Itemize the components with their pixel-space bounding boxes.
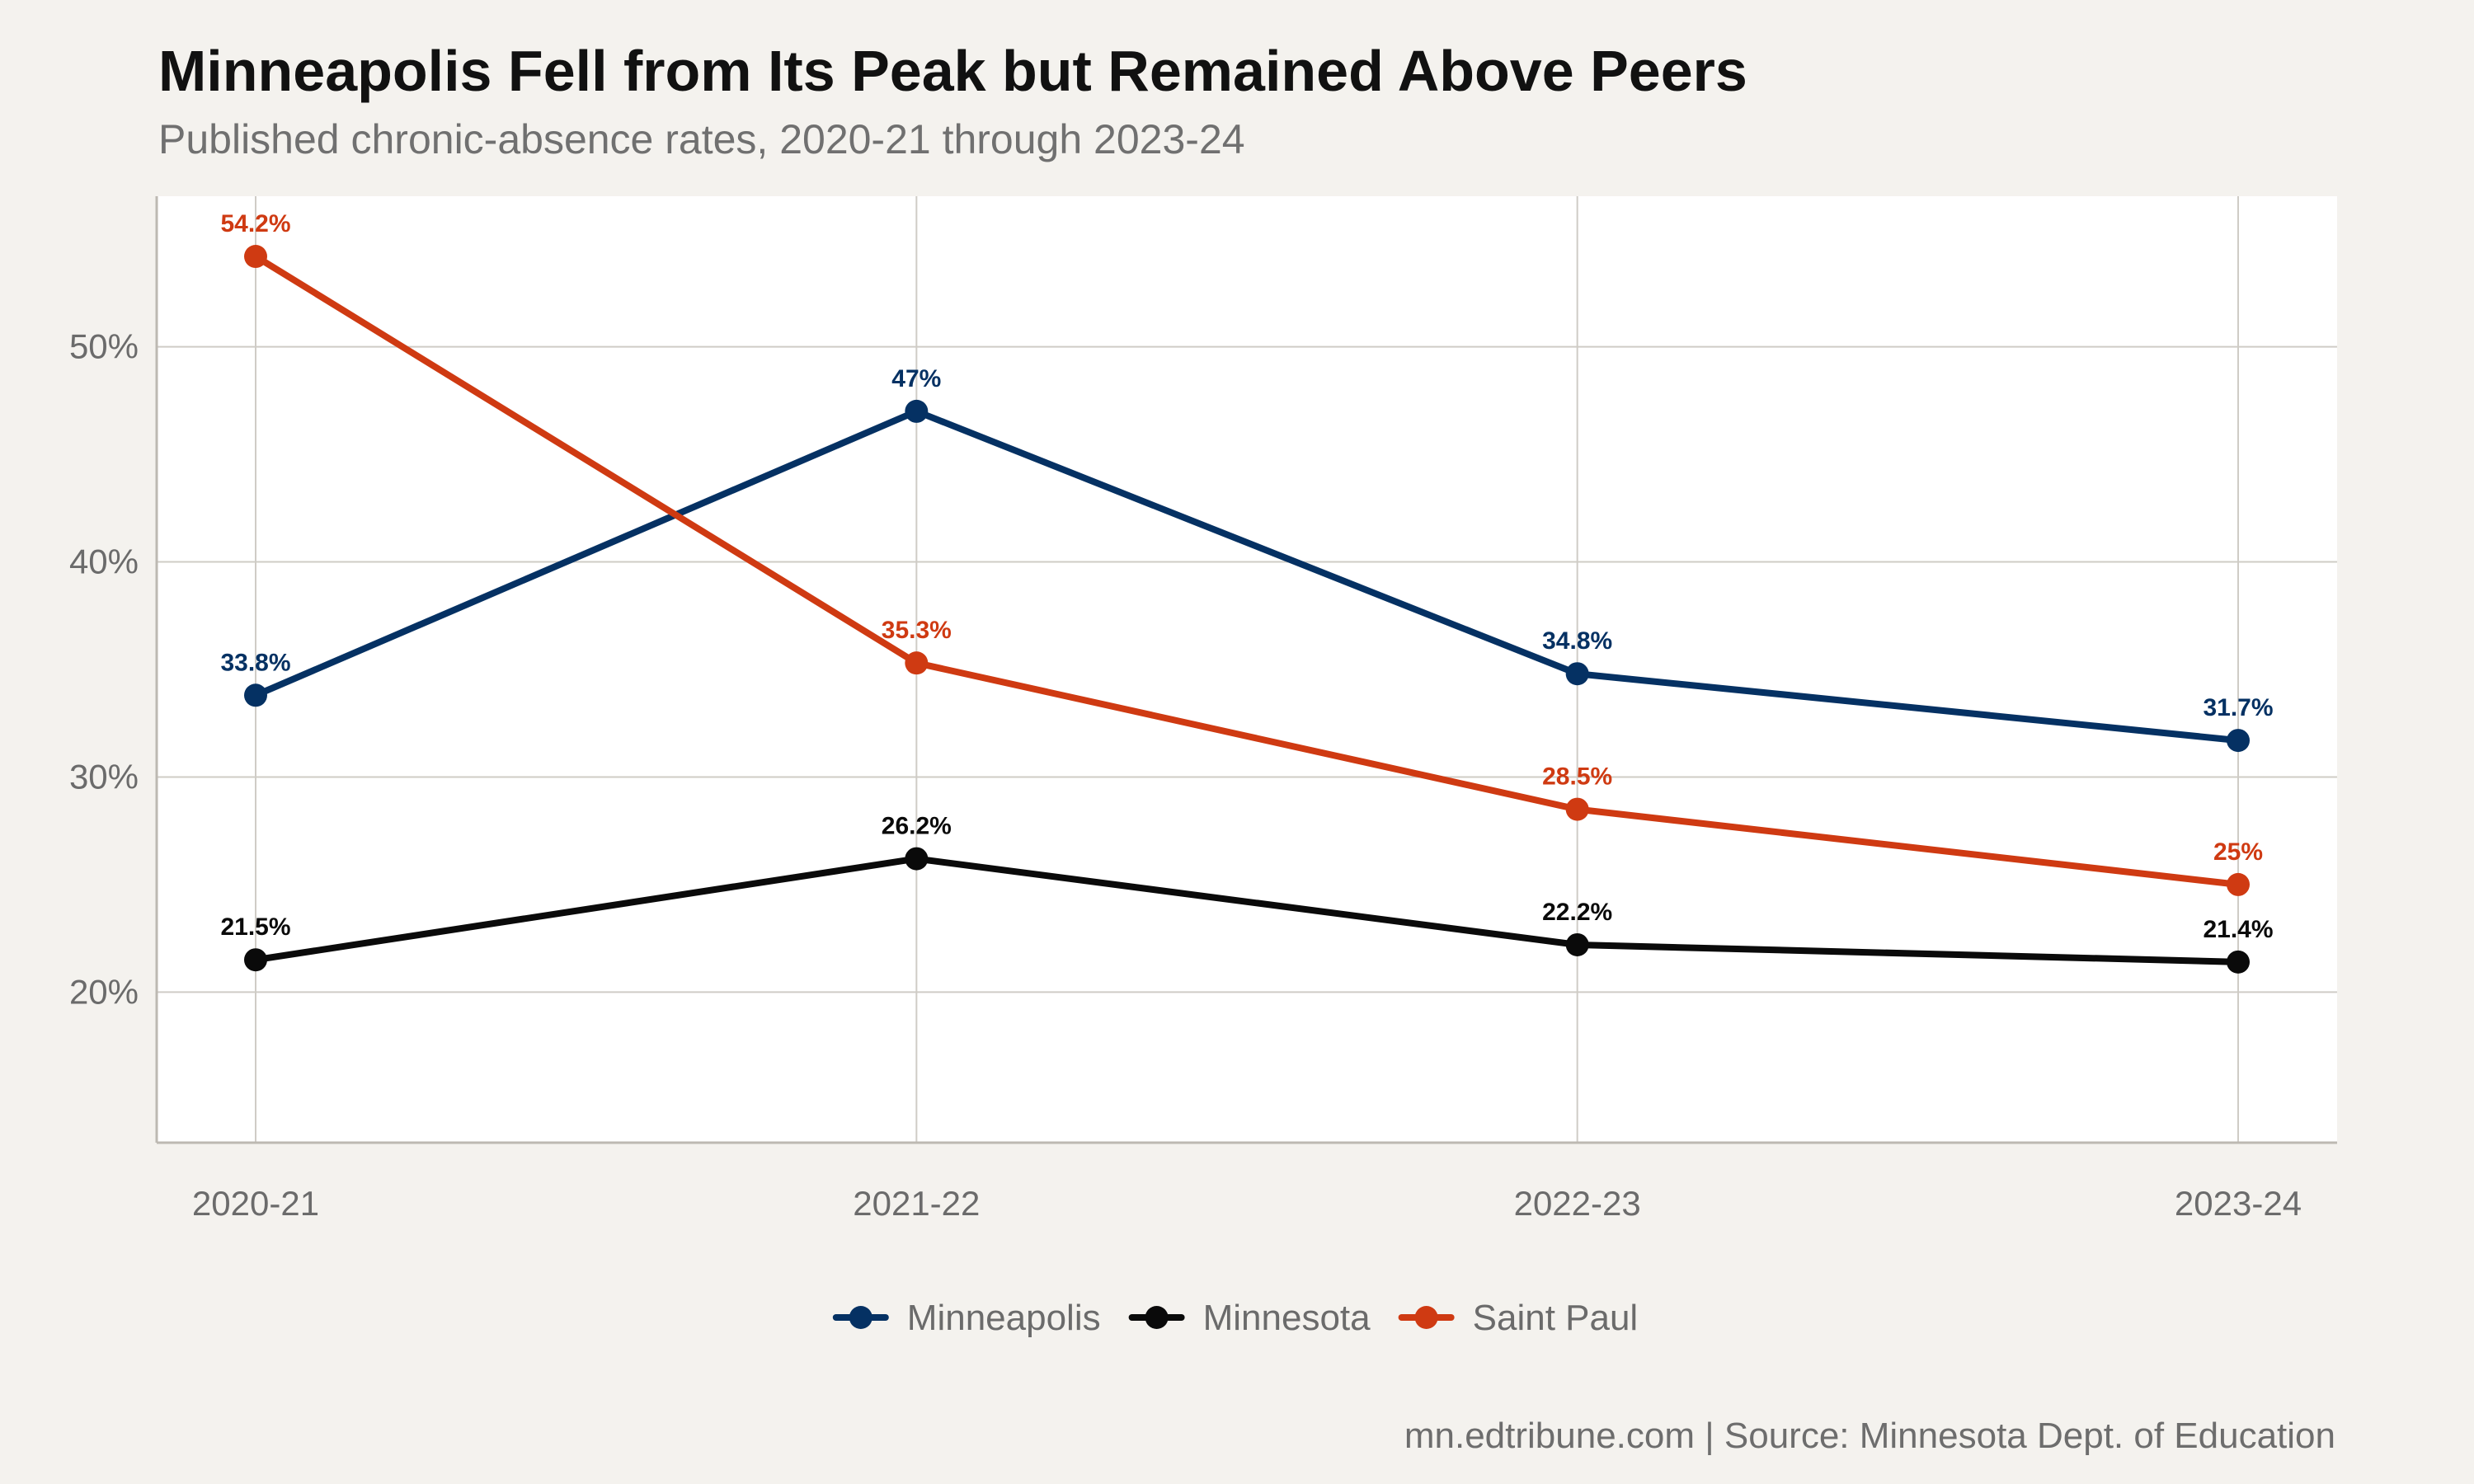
data-point-minnesota bbox=[1565, 932, 1589, 956]
data-label-minneapolis: 34.8% bbox=[1542, 627, 1612, 655]
chart-subtitle: Published chronic-absence rates, 2020-21… bbox=[158, 116, 1245, 162]
chart-caption: mn.edtribune.com | Source: Minnesota Dep… bbox=[1404, 1416, 2335, 1456]
data-label-saint-paul: 35.3% bbox=[882, 617, 952, 644]
data-point-minneapolis bbox=[244, 683, 267, 707]
data-label-saint-paul: 28.5% bbox=[1542, 763, 1612, 791]
data-label-minneapolis: 31.7% bbox=[2203, 694, 2273, 721]
legend-label: Saint Paul bbox=[1473, 1298, 1639, 1338]
data-label-minnesota: 26.2% bbox=[882, 813, 952, 840]
series-lines bbox=[244, 245, 2250, 974]
x-tick-label: 2023-24 bbox=[2175, 1184, 2302, 1223]
y-tick-label: 20% bbox=[69, 972, 139, 1011]
data-label-minnesota: 21.5% bbox=[220, 913, 290, 941]
legend: Minneapolis Minnesota Saint Paul bbox=[832, 1298, 1639, 1338]
data-point-minnesota bbox=[2227, 950, 2250, 974]
data-point-saint-paul bbox=[2227, 872, 2250, 896]
data-point-saint-paul bbox=[905, 651, 929, 675]
series-saint-paul bbox=[244, 245, 2250, 896]
x-tick-label: 2021-22 bbox=[853, 1184, 980, 1223]
legend-swatch-dot bbox=[1145, 1306, 1169, 1329]
legend-item-minnesota: Minnesota bbox=[1128, 1298, 1371, 1338]
data-point-minneapolis bbox=[2227, 729, 2250, 753]
series-minnesota bbox=[244, 847, 2250, 974]
x-tick-label: 2020-21 bbox=[192, 1184, 319, 1223]
series-line-minnesota bbox=[252, 855, 2241, 965]
series-minneapolis bbox=[244, 399, 2250, 753]
series-line-minneapolis bbox=[252, 407, 2241, 744]
data-label-saint-paul: 25% bbox=[2213, 838, 2263, 866]
data-point-minneapolis bbox=[905, 399, 929, 423]
series-line-saint-paul bbox=[252, 253, 2241, 888]
legend-swatch-dot bbox=[849, 1306, 872, 1329]
data-label-minneapolis: 47% bbox=[891, 365, 941, 392]
y-tick-label: 40% bbox=[69, 542, 139, 581]
data-label-saint-paul: 54.2% bbox=[220, 210, 290, 237]
legend-swatch-dot bbox=[1414, 1306, 1438, 1329]
y-tick-label: 30% bbox=[69, 757, 139, 796]
data-point-minnesota bbox=[905, 847, 929, 871]
chart-title: Minneapolis Fell from Its Peak but Remai… bbox=[158, 39, 1747, 103]
legend-label: Minneapolis bbox=[907, 1298, 1101, 1338]
data-label-minneapolis: 33.8% bbox=[220, 649, 290, 676]
y-tick-label: 50% bbox=[69, 327, 139, 366]
plot-background bbox=[157, 196, 2337, 1143]
legend-item-saint-paul: Saint Paul bbox=[1398, 1298, 1639, 1338]
x-tick-label: 2022-23 bbox=[1514, 1184, 1641, 1223]
data-point-minneapolis bbox=[1565, 662, 1589, 686]
data-point-minnesota bbox=[244, 948, 267, 972]
data-point-saint-paul bbox=[1565, 797, 1589, 821]
axes: 20% 30% 40% 50% 2020-21 2021-22 2022-23 2023-24 bbox=[69, 196, 2337, 1223]
legend-label: Minnesota bbox=[1203, 1298, 1371, 1338]
data-point-saint-paul bbox=[244, 245, 267, 269]
data-label-minnesota: 21.4% bbox=[2203, 916, 2273, 943]
data-labels: 21.5% 26.2% 22.2% 21.4% 33.8% 47% 34.8% 31.7% 54… bbox=[220, 210, 2273, 943]
legend-item-minneapolis: Minneapolis bbox=[832, 1298, 1101, 1338]
data-label-minnesota: 22.2% bbox=[1542, 899, 1612, 926]
